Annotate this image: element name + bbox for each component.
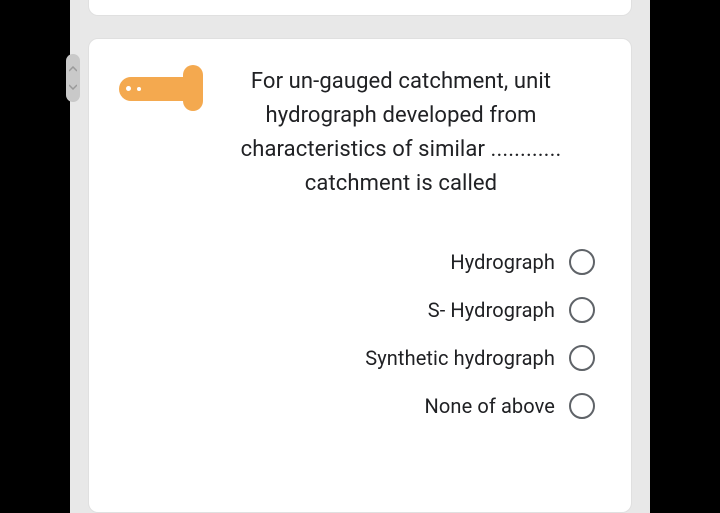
radio-icon xyxy=(569,345,595,371)
previous-card-edge xyxy=(88,0,632,16)
radio-icon xyxy=(569,393,595,419)
option-label: Synthetic hydrograph xyxy=(365,346,555,370)
option-none-of-above[interactable]: None of above xyxy=(425,393,595,419)
option-label: Hydrograph xyxy=(450,250,555,274)
option-label: None of above xyxy=(425,394,555,418)
options-list: Hydrograph S- Hydrograph Synthetic hydro… xyxy=(117,249,603,419)
question-card: For un-gauged catchment, unit hydrograph… xyxy=(88,38,632,513)
chevron-down-icon xyxy=(69,84,77,90)
radio-icon xyxy=(569,249,595,275)
option-synthetic-hydrograph[interactable]: Synthetic hydrograph xyxy=(365,345,595,371)
option-s-hydrograph[interactable]: S- Hydrograph xyxy=(428,297,595,323)
question-text: For un-gauged catchment, unit hydrograph… xyxy=(207,65,603,201)
question-row: For un-gauged catchment, unit hydrograph… xyxy=(117,65,603,201)
radio-icon xyxy=(569,297,595,323)
annotation-scribble xyxy=(117,65,207,125)
option-label: S- Hydrograph xyxy=(428,298,555,322)
option-hydrograph[interactable]: Hydrograph xyxy=(450,249,595,275)
scroll-handle[interactable] xyxy=(66,54,80,102)
chevron-up-icon xyxy=(69,66,77,72)
form-panel: For un-gauged catchment, unit hydrograph… xyxy=(70,0,650,513)
